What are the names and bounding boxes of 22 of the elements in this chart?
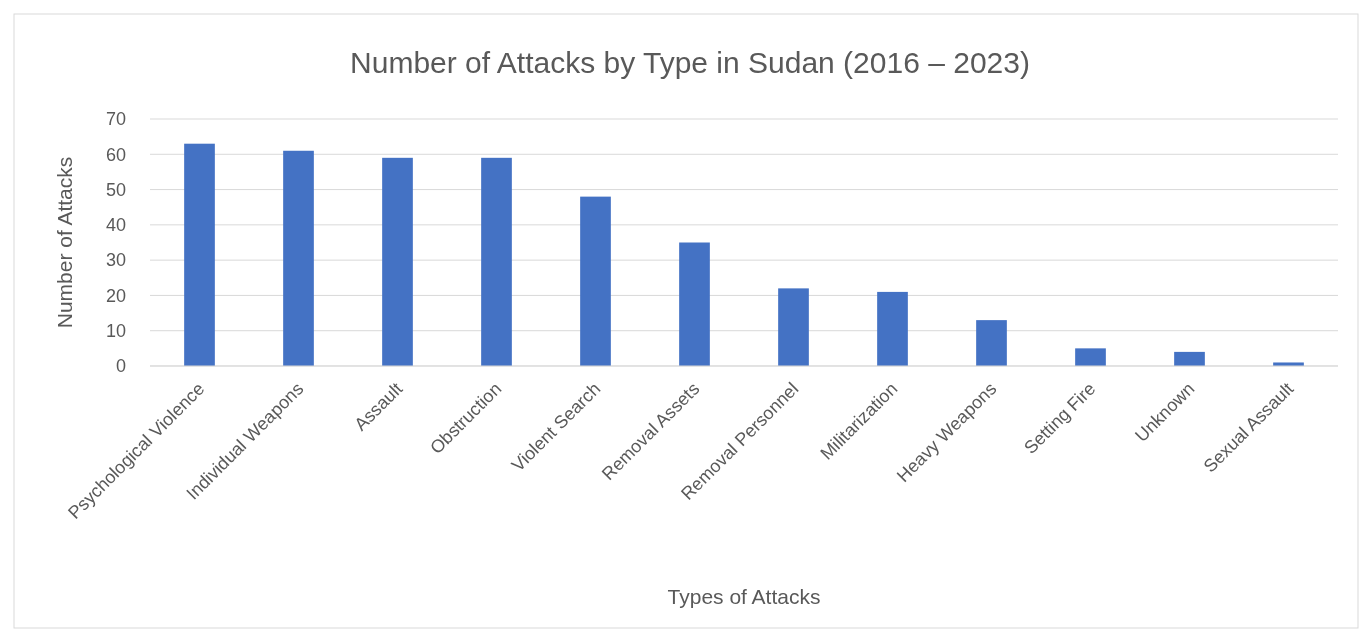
bar (382, 157, 413, 366)
y-tick-label: 40 (105, 215, 126, 236)
bar (1174, 351, 1205, 366)
bar (976, 320, 1007, 366)
x-axis-title: Types of Attacks (667, 585, 821, 608)
bar (679, 242, 710, 366)
y-tick-label: 50 (105, 179, 126, 200)
bar (778, 288, 809, 366)
y-tick-label: 20 (105, 285, 126, 306)
bar (283, 150, 314, 366)
y-axis-title: Number of Attacks (53, 156, 76, 329)
y-tick-label: 60 (105, 144, 126, 165)
bar (877, 291, 908, 366)
y-tick-label: 30 (105, 250, 126, 271)
y-tick-label: 10 (105, 321, 126, 342)
y-tick-label: 70 (105, 109, 126, 130)
bar (580, 196, 611, 366)
bar (1075, 348, 1106, 366)
chart-title: Number of Attacks by Type in Sudan (2016 – 2023) (350, 46, 1030, 79)
bar (481, 157, 512, 366)
bar (184, 143, 215, 366)
y-tick-label: 0 (115, 356, 126, 377)
